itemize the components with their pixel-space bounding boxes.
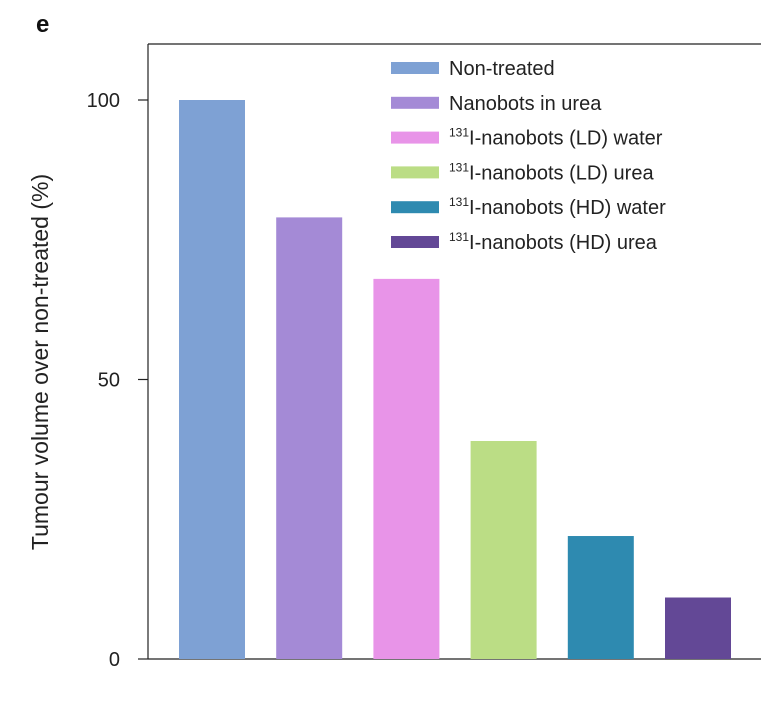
legend-label-4: 131I-nanobots (LD) urea xyxy=(449,160,654,184)
legend-swatch-5 xyxy=(391,201,439,214)
legend-superscript: 131 xyxy=(449,160,469,174)
legend-text: Non-treated xyxy=(449,58,555,80)
y-tick-label: 100 xyxy=(87,90,120,112)
bar-6 xyxy=(665,597,731,659)
bar-1 xyxy=(179,100,245,659)
bar-4 xyxy=(470,440,537,659)
legend-label-1: Non-treated xyxy=(449,58,555,80)
panel-label: e xyxy=(36,11,49,38)
legend-text: I-nanobots (LD) water xyxy=(469,128,663,150)
legend-swatch-2 xyxy=(391,96,439,109)
legend-text: I-nanobots (HD) water xyxy=(469,197,666,219)
y-axis-label: Tumour volume over non-treated (%) xyxy=(27,174,53,550)
axes xyxy=(147,43,761,660)
legend-label-5: 131I-nanobots (HD) water xyxy=(449,195,666,219)
legend-label-6: 131I-nanobots (HD) urea xyxy=(449,230,658,254)
legend-text: I-nanobots (HD) urea xyxy=(469,232,658,254)
legend-text: I-nanobots (LD) urea xyxy=(469,162,654,184)
legend-swatch-6 xyxy=(391,236,439,248)
legend-label-2: Nanobots in urea xyxy=(449,93,602,115)
bar-5 xyxy=(567,536,634,659)
legend-swatch-4 xyxy=(391,166,439,179)
bar-3 xyxy=(373,278,440,659)
legend-text: Nanobots in urea xyxy=(449,93,602,115)
legend-swatch-1 xyxy=(391,62,439,74)
legend-superscript: 131 xyxy=(449,195,469,209)
legend-superscript: 131 xyxy=(449,126,469,140)
bar-2 xyxy=(276,217,343,659)
bars xyxy=(179,100,731,659)
legend-label-3: 131I-nanobots (LD) water xyxy=(449,126,663,150)
y-tick-label: 50 xyxy=(98,370,120,392)
legend-swatch-3 xyxy=(391,131,439,144)
y-ticks: 0 50 100 xyxy=(87,90,148,671)
legend-superscript: 131 xyxy=(449,230,469,244)
y-tick-label: 0 xyxy=(109,649,120,671)
